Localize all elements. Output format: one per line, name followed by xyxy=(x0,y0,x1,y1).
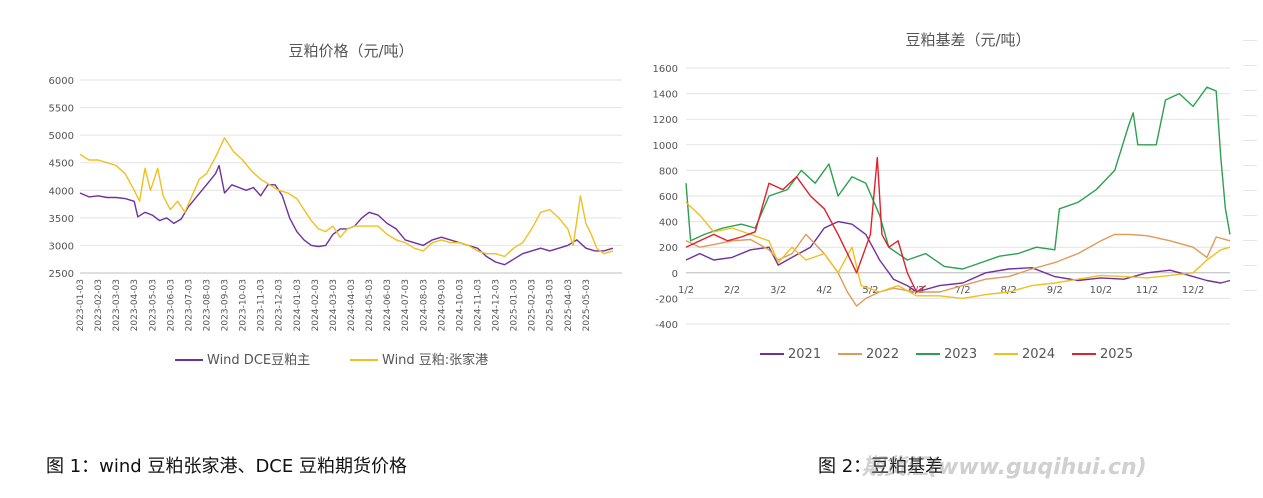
x-tick-label: 5/2 xyxy=(862,285,878,296)
x-tick-label: 2023-03-03 xyxy=(112,279,122,331)
caption-figure-1: 图 1：wind 豆粕张家港、DCE 豆粕期货价格 xyxy=(46,456,407,477)
y-tick-label: 5000 xyxy=(49,131,74,142)
x-tick-label: 8/2 xyxy=(1001,285,1017,296)
x-tick-label: 2024-03-03 xyxy=(329,279,339,331)
x-tick-label: 12/2 xyxy=(1182,285,1204,296)
y-tick-label: 6000 xyxy=(49,76,74,87)
y-tick-label: 1400 xyxy=(653,90,678,101)
soybean-meal-basis-chart: 豆粕基差（元/吨） -400 -200 0 200 400 600 800 1000 1200 14… xyxy=(640,15,1240,385)
watermark-text: 期货汇(www.guqihui.cn) xyxy=(862,455,1147,480)
x-tick-label: 3/2 xyxy=(770,285,786,296)
x-tick-label: 2025-03-03 xyxy=(546,279,556,331)
x-tick-label: 6/2 xyxy=(908,285,924,296)
legend-label: Wind 豆粕:张家港 xyxy=(382,352,488,368)
x-tick-label: 2025-02-03 xyxy=(528,279,538,331)
series-line-0 xyxy=(79,164,614,266)
legend-label: 2022 xyxy=(866,347,899,362)
x-tick-label: 7/2 xyxy=(955,285,971,296)
y-tick-label: 5500 xyxy=(49,104,74,115)
y-tick-label: 1600 xyxy=(653,64,678,75)
x-tick-label: 2023-01-03 xyxy=(76,279,86,331)
x-tick-label: 2025-04-03 xyxy=(564,279,574,331)
y-tick-label: 200 xyxy=(659,243,678,254)
legend-label: Wind DCE豆粕主 xyxy=(207,353,310,368)
y-tick-label: 1200 xyxy=(653,115,678,126)
y-tick-label: 400 xyxy=(659,218,678,229)
legend-label: 2025 xyxy=(1100,347,1133,362)
x-tick-label: 2024-10-03 xyxy=(455,279,465,331)
legend-label: 2021 xyxy=(788,347,821,362)
x-tick-label: 2024-07-03 xyxy=(401,279,411,331)
y-tick-label: 3500 xyxy=(49,214,74,225)
x-tick-label: 9/2 xyxy=(1047,285,1063,296)
chart-title: 豆粕价格（元/吨） xyxy=(288,42,413,60)
right-edge-marks xyxy=(1243,40,1257,340)
series-line-2021 xyxy=(685,220,1231,293)
y-tick-label: -400 xyxy=(655,320,678,331)
x-tick-label: 2024-06-03 xyxy=(383,279,393,331)
basis-chart-svg: 豆粕基差（元/吨） -400 -200 0 200 400 600 800 1000 1200 14… xyxy=(653,31,1231,362)
x-tick-label: 2023-09-03 xyxy=(221,279,231,331)
x-tick-label: 2023-02-03 xyxy=(94,279,104,331)
y-tick-label: 0 xyxy=(672,269,678,280)
x-tick-label: 2024-08-03 xyxy=(419,279,429,331)
series-line-2024 xyxy=(685,201,1231,300)
x-tick-label: 2024-02-03 xyxy=(311,279,321,331)
y-tick-label: 800 xyxy=(659,166,678,177)
x-tick-label: 11/2 xyxy=(1136,285,1158,296)
x-tick-label: 2023-06-03 xyxy=(166,279,176,331)
caption-figure-2: 图 2：豆粕基差 xyxy=(818,456,944,477)
x-tick-label: 2023-11-03 xyxy=(257,279,267,331)
x-tick-label: 10/2 xyxy=(1090,285,1112,296)
x-tick-label: 2/2 xyxy=(724,285,740,296)
x-tick-label: 2023-10-03 xyxy=(239,279,249,331)
x-tick-label: 2024-05-03 xyxy=(365,279,375,331)
y-tick-label: 1000 xyxy=(653,141,678,152)
x-tick-label: 2023-08-03 xyxy=(202,279,212,331)
x-tick-label: 2025-01-03 xyxy=(510,279,520,331)
y-tick-label: -200 xyxy=(655,294,678,305)
x-tick-label: 2024-11-03 xyxy=(473,279,483,331)
price-chart-svg: 豆粕价格（元/吨） 2500 3000 3500 4000 4500 5000 5500 600… xyxy=(49,42,622,368)
soybean-meal-price-chart: 豆粕价格（元/吨） 2500 3000 3500 4000 4500 5000 5500 600… xyxy=(40,22,630,392)
y-tick-label: 4000 xyxy=(49,186,74,197)
legend-label: 2023 xyxy=(944,347,977,362)
x-tick-label: 2024-09-03 xyxy=(437,279,447,331)
chart-title: 豆粕基差（元/吨） xyxy=(905,31,1030,49)
y-tick-label: 3000 xyxy=(49,241,74,252)
y-tick-label: 600 xyxy=(659,192,678,203)
x-tick-label: 2023-05-03 xyxy=(148,279,158,331)
y-tick-label: 4500 xyxy=(49,159,74,170)
legend-label: 2024 xyxy=(1022,347,1055,362)
x-tick-label: 4/2 xyxy=(816,285,832,296)
x-tick-label: 2025-05-03 xyxy=(582,279,592,331)
x-tick-label: 1/2 xyxy=(678,285,694,296)
x-tick-label: 2024-12-03 xyxy=(492,279,502,331)
series-line-1 xyxy=(79,137,614,258)
x-tick-label: 2024-01-03 xyxy=(293,279,303,331)
series-line-2025 xyxy=(685,156,927,293)
x-tick-label: 2023-07-03 xyxy=(184,279,194,331)
y-tick-label: 2500 xyxy=(49,269,74,280)
x-tick-label: 2023-12-03 xyxy=(275,279,285,331)
series-line-2023 xyxy=(685,86,1231,270)
x-tick-label: 2023-04-03 xyxy=(130,279,140,331)
x-tick-label: 2024-04-03 xyxy=(347,279,357,331)
